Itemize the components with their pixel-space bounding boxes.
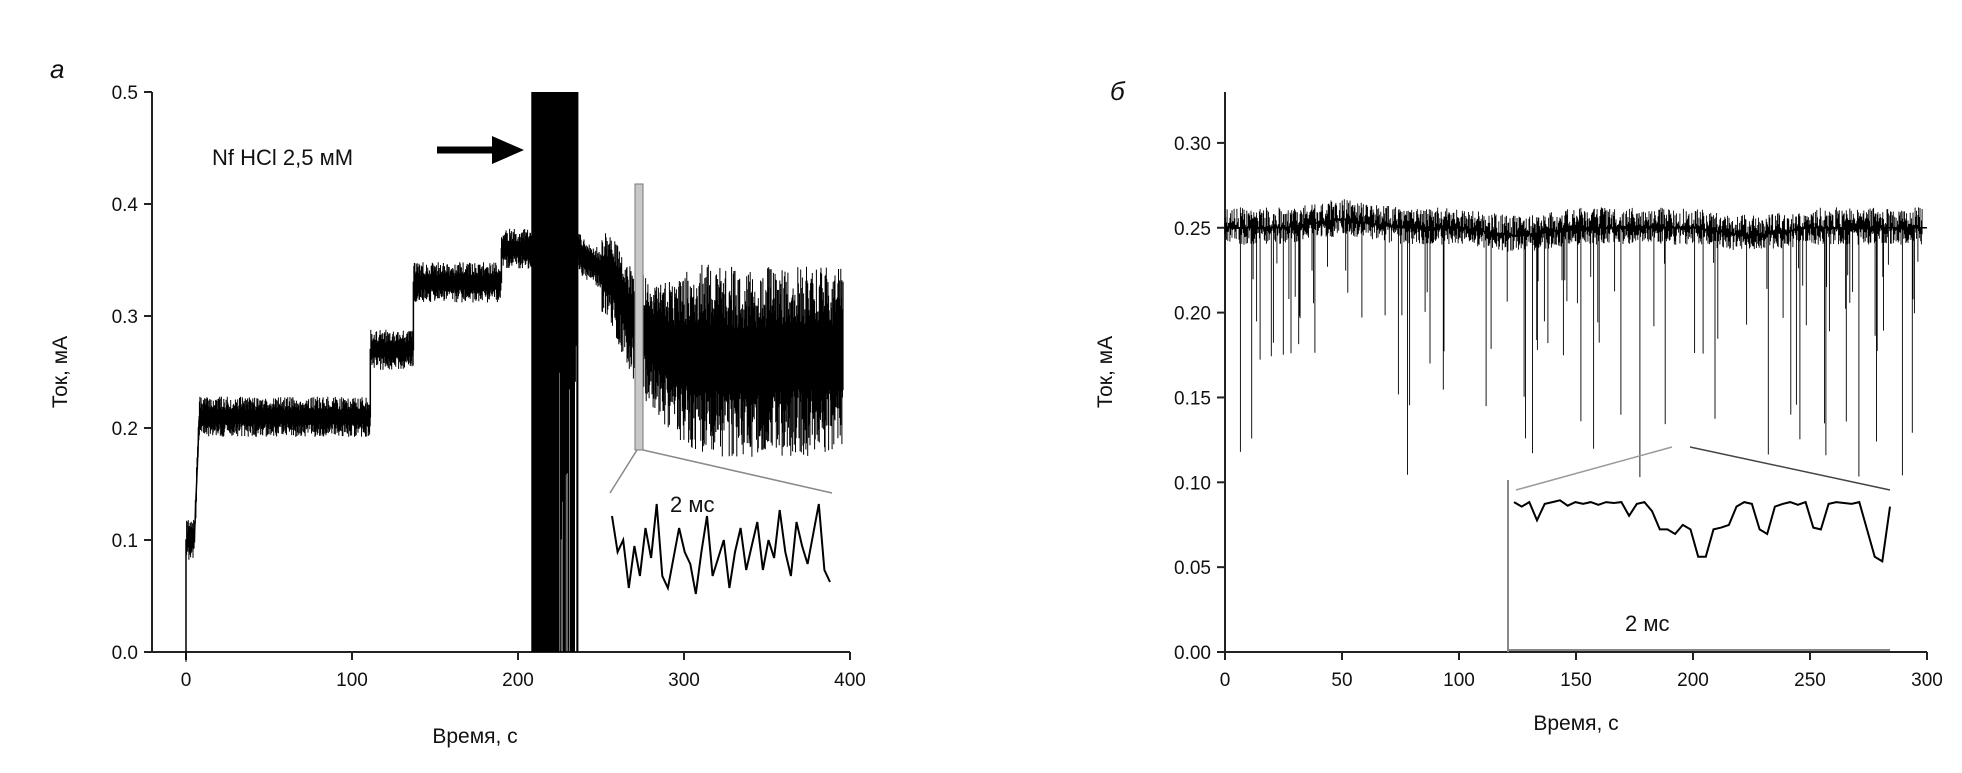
panel-a-zoom-marker	[634, 183, 644, 451]
x-tick-label: 250	[1794, 670, 1826, 691]
x-tick-label: 200	[502, 670, 534, 691]
panel-b-inset	[1513, 499, 1891, 563]
x-tick-label: 100	[336, 670, 368, 691]
panel-a-y-ticks: 0.0 0.1 0.2 0.3 0.4 0.5	[112, 83, 152, 664]
panel-a-letter: а	[50, 54, 64, 84]
panel-b-zoom-line-right	[1689, 446, 1891, 491]
panel-a-annotation-text: Nf HCl 2,5 мМ	[212, 145, 353, 170]
x-tick-label: 300	[1911, 670, 1943, 691]
panel-b-inset-label: 2 мс	[1625, 611, 1669, 636]
panel-a-x-ticks: 0 100 200 300 400	[181, 652, 866, 691]
panel-b-zoom-line-left	[1515, 446, 1673, 491]
y-tick-label: 0.5	[112, 83, 138, 104]
panel-b-inset-line	[1513, 499, 1891, 563]
panel-b-x-ticks: 0 50 100 150 200 250 300	[1220, 652, 1943, 691]
y-tick-label: 0.20	[1174, 304, 1211, 325]
y-tick-label: 0.10	[1174, 473, 1211, 494]
y-tick-label: 0.2	[112, 419, 138, 440]
panel-a-x-axis-label: Время, с	[432, 725, 517, 748]
panel-a-inset-label: 2 мс	[670, 492, 714, 517]
panel-b-letter: б	[1110, 76, 1126, 106]
panel-b-series-line	[1225, 218, 1927, 237]
panel-b-x-axis-label: Время, с	[1533, 712, 1618, 735]
y-tick-label: 0.1	[112, 531, 138, 552]
panel-a-inset-line	[611, 503, 831, 595]
panel-a-noise-band	[185, 228, 844, 662]
y-tick-label: 0.15	[1174, 388, 1211, 409]
panel-a-inset	[611, 503, 831, 595]
panel-a-artifact-spikes	[555, 92, 579, 652]
x-tick-label: 0	[181, 670, 192, 691]
y-tick-label: 0.3	[112, 307, 138, 328]
x-tick-label: 50	[1331, 670, 1352, 691]
x-tick-label: 300	[668, 670, 700, 691]
y-tick-label: 0.4	[112, 195, 139, 216]
y-tick-label: 0.05	[1174, 558, 1211, 579]
y-tick-label: 0.30	[1174, 134, 1211, 155]
panel-a-artifact-burst	[531, 92, 557, 652]
x-tick-label: 100	[1443, 670, 1475, 691]
x-tick-label: 0	[1220, 670, 1231, 691]
panel-b-trace	[1224, 199, 1927, 478]
panel-a-trace	[185, 92, 844, 662]
panel-a-zoom-line-left	[609, 449, 638, 494]
panel-a-zoom-line-right	[642, 449, 833, 494]
y-tick-label: 0.25	[1174, 219, 1211, 240]
panel-b-y-ticks: 0.00 0.05 0.10 0.15 0.20 0.25 0.30	[1174, 134, 1225, 664]
x-tick-label: 150	[1560, 670, 1592, 691]
panel-a-chart: а 0 100 200 300 400 0.0 0.1 0.2 0.3 0.4 0.5 Время…	[49, 54, 866, 748]
panel-a-y-axis-label: Ток, мА	[49, 336, 72, 408]
y-tick-label: 0.00	[1174, 643, 1211, 664]
x-tick-label: 200	[1677, 670, 1709, 691]
panel-b-series-trace	[1224, 199, 1923, 478]
panel-b-y-axis-label: Ток, мА	[1094, 336, 1117, 408]
panel-b-chart: б 0 50 100 150 200 250 300 0.00 0.05 0.10 0.15 0.2…	[1094, 76, 1943, 735]
x-tick-label: 400	[834, 670, 866, 691]
y-tick-label: 0.0	[112, 643, 138, 664]
panel-a-arrow-icon	[437, 136, 524, 164]
